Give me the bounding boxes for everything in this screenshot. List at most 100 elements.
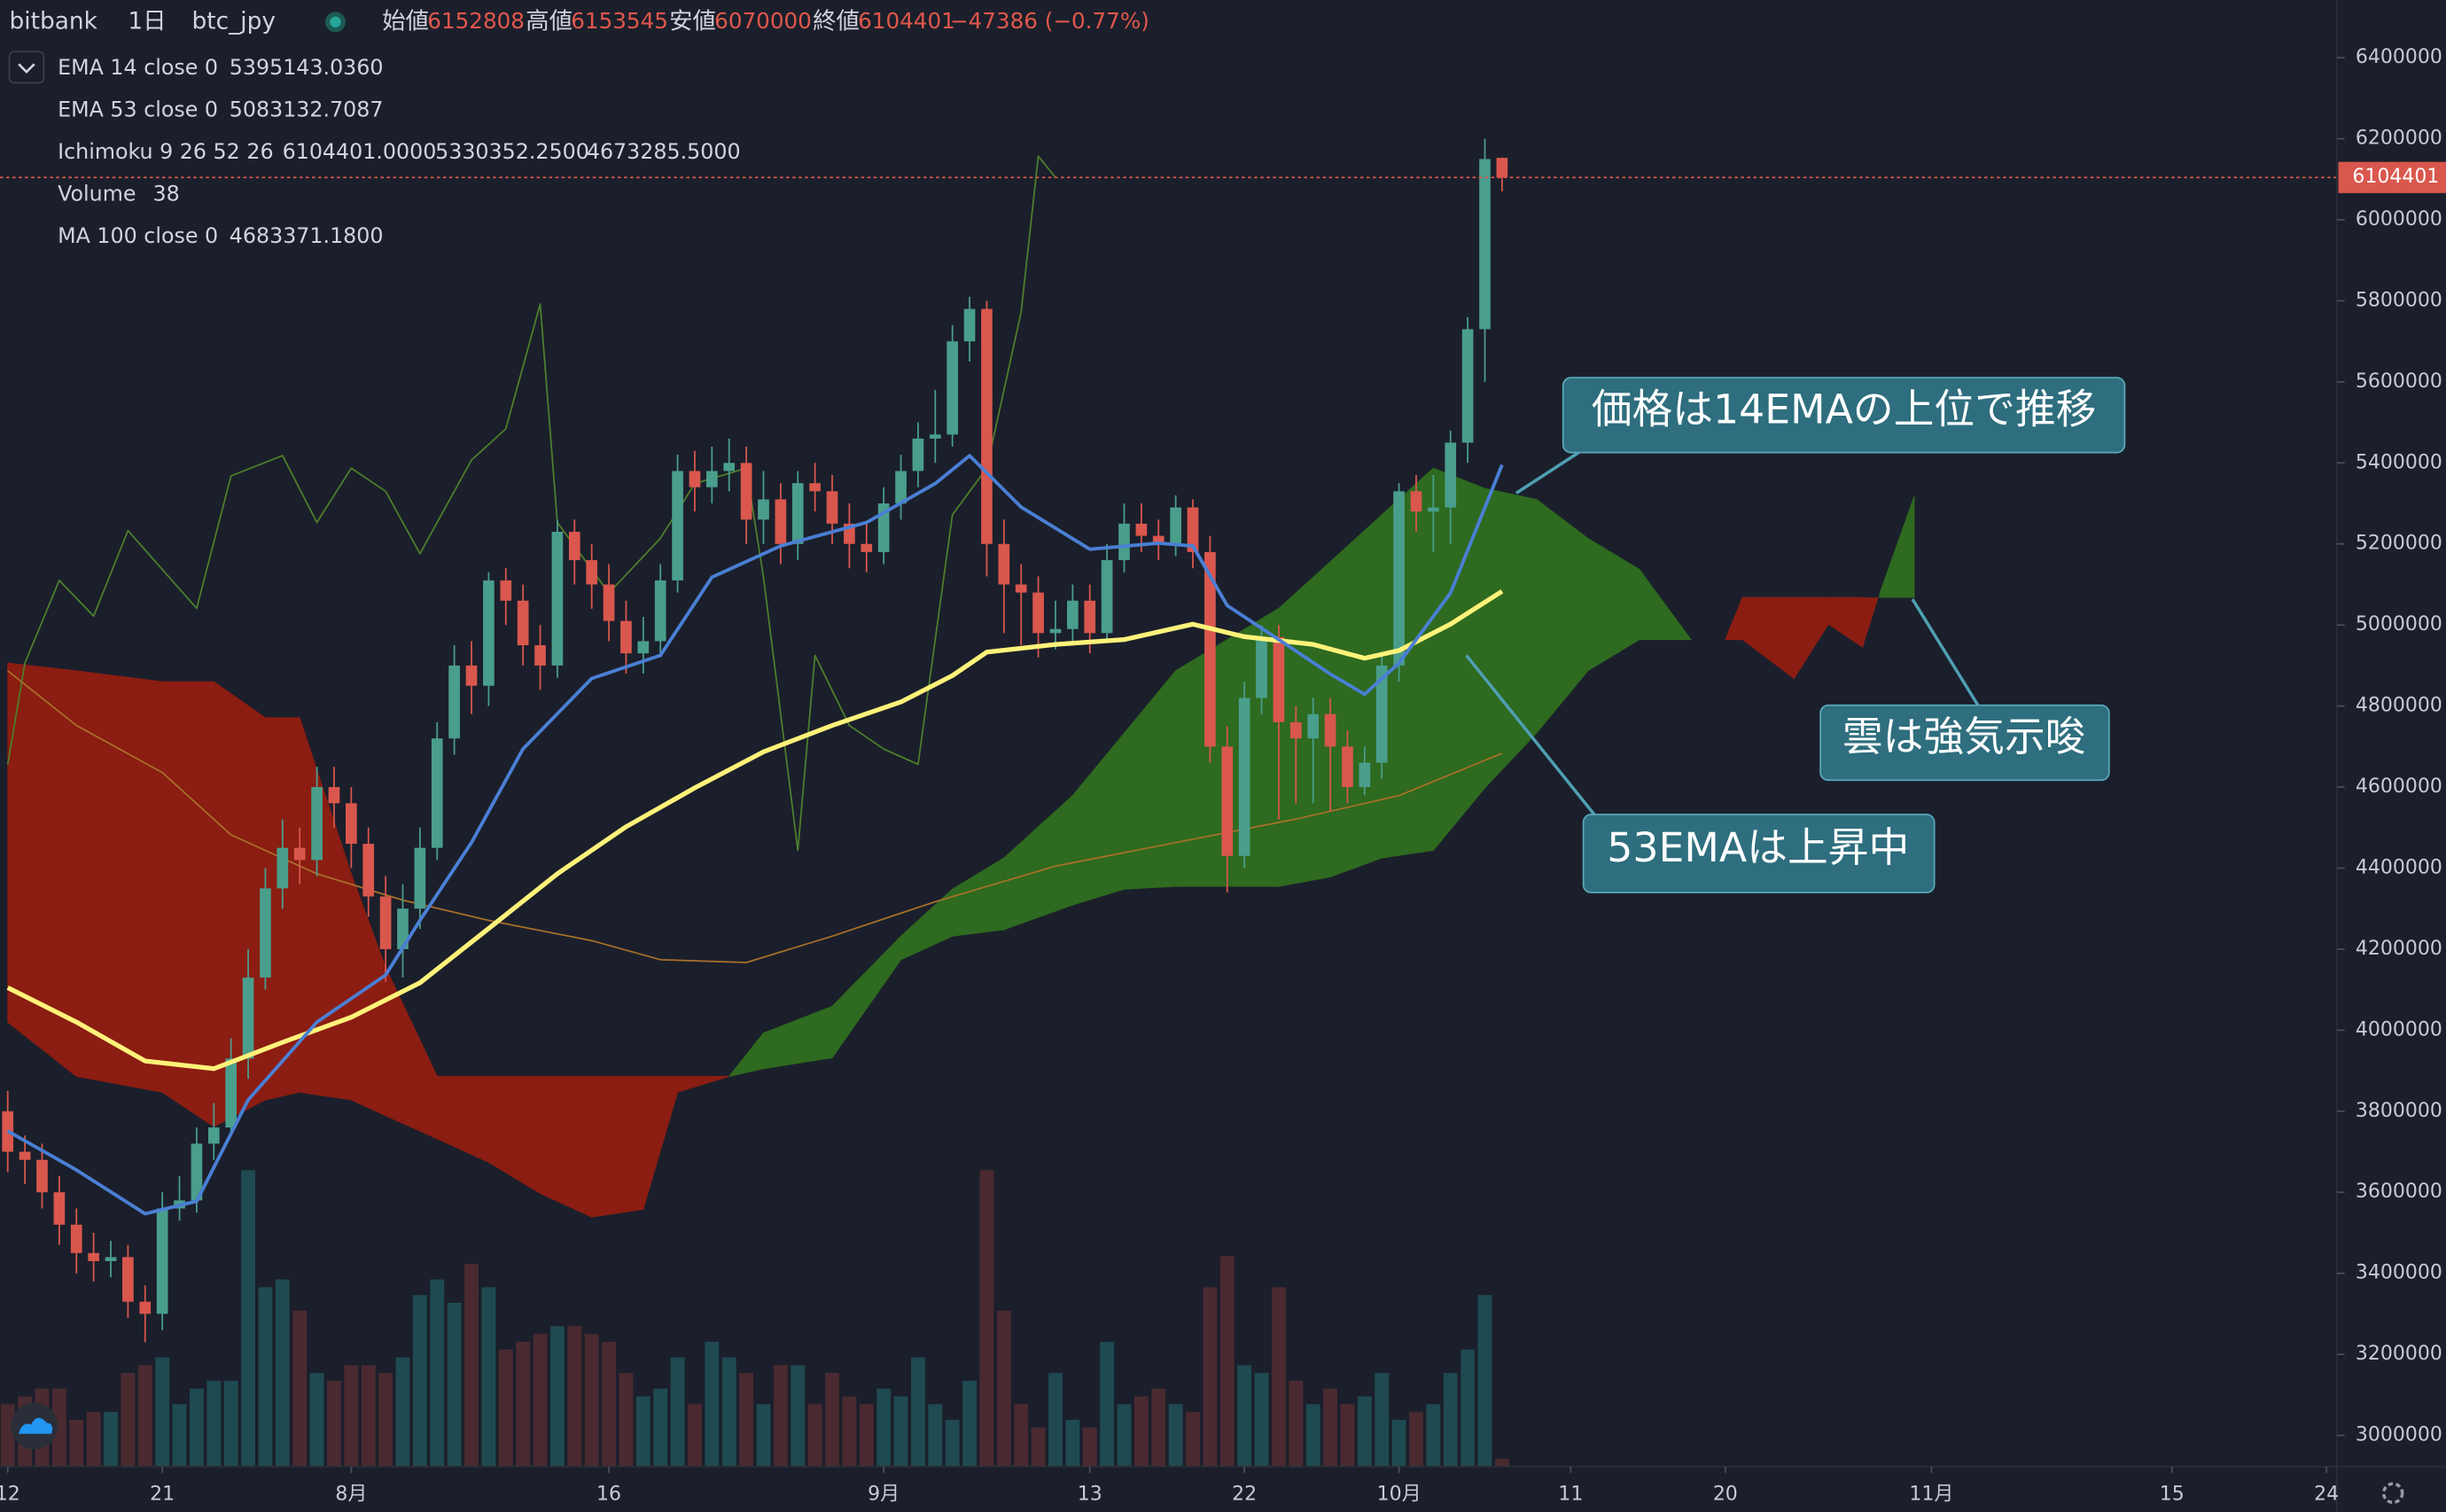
y-tick-label: 4200000	[2356, 938, 2442, 960]
candle-body	[1238, 698, 1250, 856]
candle-body	[1342, 746, 1353, 788]
annotation: 価格は14EMAの上位で推移	[1592, 386, 2097, 433]
legend-name: EMA 14 close 0	[58, 55, 218, 80]
x-tick-label: 13	[1078, 1483, 1102, 1505]
x-tick-label: 9月	[868, 1483, 900, 1505]
pair: btc_jpy	[192, 7, 277, 35]
volume-bar	[121, 1373, 136, 1467]
axes: 3000000 3200000 3400000 3600000 3800000 40000…	[0, 46, 2446, 1505]
legend-name: Volume	[58, 182, 136, 207]
volume-bar	[533, 1334, 548, 1467]
candle-body	[672, 471, 683, 581]
y-tick-label: 4400000	[2356, 856, 2442, 878]
candle-body	[1221, 746, 1234, 856]
volume-bar	[567, 1326, 582, 1467]
candle-body	[1032, 592, 1044, 634]
volume-bar	[910, 1357, 925, 1467]
candle-body	[981, 308, 993, 544]
candle-body	[88, 1252, 99, 1261]
volume-bar	[962, 1380, 977, 1467]
callout-pointer	[1465, 654, 1596, 816]
volume-bar	[1133, 1396, 1149, 1467]
candle-body	[293, 847, 306, 861]
volume-bar	[1409, 1412, 1423, 1467]
candle-body	[637, 641, 650, 654]
candle-body	[1204, 551, 1216, 747]
cloud	[591, 1076, 644, 1218]
volume-bar	[807, 1404, 822, 1467]
candle-body	[1256, 636, 1267, 698]
candle-body	[551, 532, 564, 666]
interval[interactable]: 1日	[128, 7, 166, 35]
callout-box	[1582, 814, 1936, 893]
volume-bar	[1117, 1404, 1132, 1467]
volume-bar	[189, 1388, 204, 1467]
x-tick-label: 22	[1232, 1483, 1257, 1505]
callout-box	[1562, 377, 2126, 454]
candle-body	[723, 463, 736, 472]
settings-icon[interactable]	[2381, 1482, 2404, 1505]
x-tick-label: 24	[2314, 1483, 2339, 1505]
volume-bar	[1305, 1404, 1320, 1467]
ohlc-value: 6070000	[714, 8, 812, 34]
candle-body	[448, 665, 460, 739]
y-tick-label: 3400000	[2356, 1262, 2442, 1284]
volume-bar	[773, 1365, 788, 1467]
volume-bar	[292, 1310, 308, 1467]
candle-body	[242, 977, 254, 1059]
collapse-button[interactable]	[8, 51, 45, 84]
candle-body	[1049, 628, 1062, 634]
candle-body	[260, 888, 271, 978]
candle-body	[1307, 713, 1320, 739]
volume-bar	[893, 1396, 908, 1467]
candle-body	[568, 532, 580, 561]
volume-bar	[1100, 1341, 1115, 1467]
volume-bar	[361, 1365, 376, 1467]
volume-bar	[1461, 1349, 1476, 1467]
legend-name: EMA 53 close 0	[58, 97, 218, 122]
volume-bar	[670, 1357, 685, 1467]
y-tick-label: 4000000	[2356, 1018, 2442, 1040]
volume-bar	[619, 1373, 634, 1467]
symbol: bitbank	[10, 7, 98, 35]
volume-bar	[344, 1365, 359, 1467]
candle-body	[1152, 535, 1165, 544]
candle-body	[1084, 600, 1096, 634]
x-tick-label: 11	[1558, 1483, 1583, 1505]
volume-bar	[1426, 1404, 1441, 1467]
callout-box	[1819, 704, 2110, 782]
volume-bar	[1219, 1256, 1235, 1467]
candle-body	[534, 645, 546, 666]
volume-bar	[1237, 1365, 1252, 1467]
candle-body	[809, 483, 821, 492]
volume-bar	[1168, 1404, 1183, 1467]
legend-name: Ichimoku 9 26 52 26	[58, 139, 273, 164]
volume-bar	[1375, 1373, 1390, 1467]
volume-bar	[1014, 1404, 1029, 1467]
volume-bar	[791, 1365, 806, 1467]
candle-body	[603, 584, 615, 621]
chevron	[18, 63, 35, 74]
callout: 53EMAは上昇中	[1465, 654, 1936, 893]
candle-body	[311, 787, 323, 861]
candle-body	[963, 308, 976, 342]
volume-bar	[1271, 1287, 1286, 1467]
candle-body	[207, 1127, 220, 1144]
callout: 雲は強気示唆	[1819, 598, 2110, 782]
candle-body	[654, 580, 666, 642]
cloud	[540, 1076, 593, 1218]
volume-bar	[498, 1349, 513, 1467]
x-tick-label: 20	[1713, 1483, 1738, 1505]
y-tick-label: 3200000	[2356, 1343, 2442, 1365]
ohlc-value: 6152808	[427, 8, 525, 34]
candle-body	[1393, 491, 1405, 666]
volume-bar	[996, 1310, 1011, 1467]
candle-body	[414, 847, 426, 909]
candle-body	[586, 560, 598, 585]
y-tick-label: 5400000	[2356, 451, 2442, 473]
lagging-span	[6, 155, 1056, 852]
candle-body	[328, 787, 340, 804]
cloud	[1175, 638, 1228, 887]
volume-bar	[1186, 1412, 1200, 1467]
